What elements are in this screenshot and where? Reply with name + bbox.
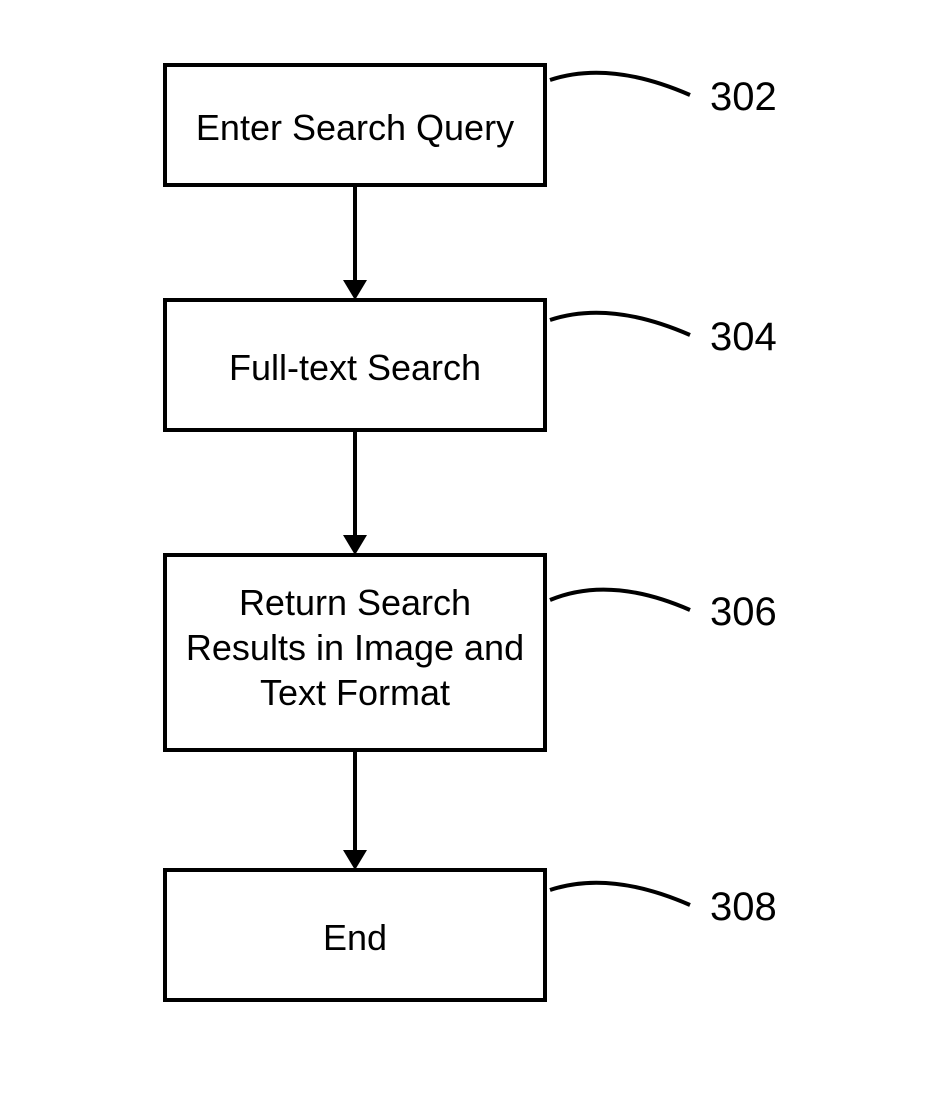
node-label-2: Full-text Search [175, 345, 535, 390]
node-label-1: Enter Search Query [175, 105, 535, 150]
node-ref-3: 306 [710, 590, 777, 635]
node-ref-2: 304 [710, 315, 777, 360]
node-label-4: End [175, 915, 535, 960]
node-label-3: Return Search Results in Image and Text … [175, 580, 535, 715]
node-ref-4: 308 [710, 885, 777, 930]
node-ref-1: 302 [710, 75, 777, 120]
